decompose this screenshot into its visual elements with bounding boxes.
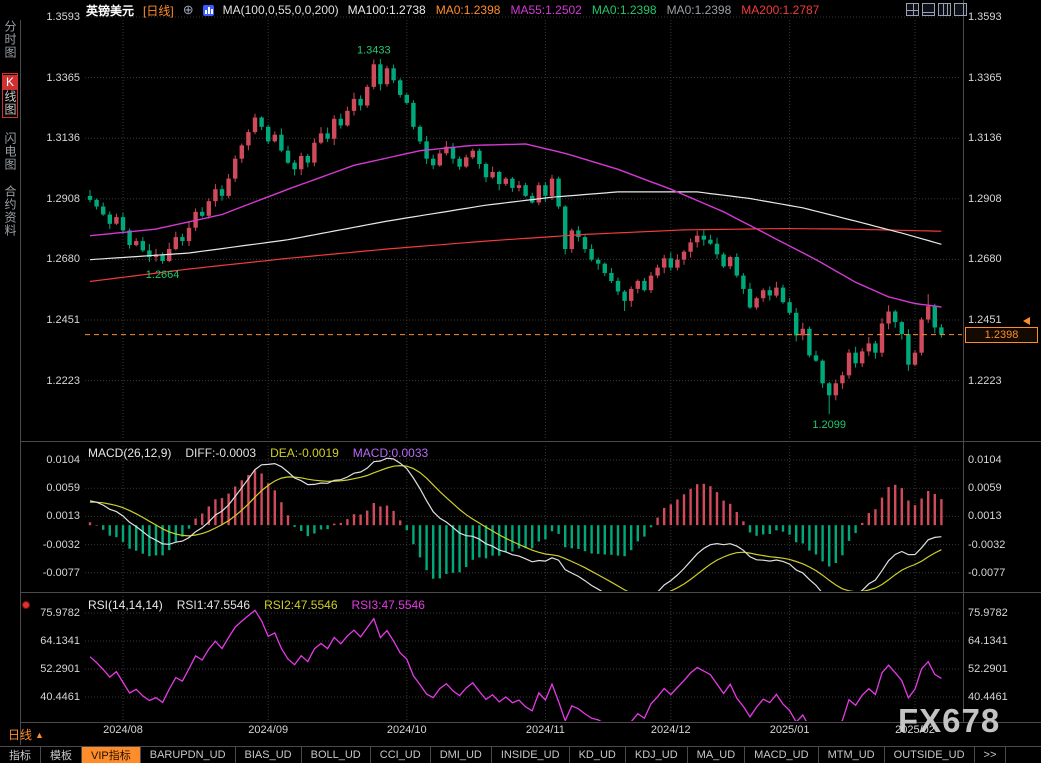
watermark: FX678: [898, 702, 1001, 739]
rsi2-value: RSI2:47.5546: [264, 598, 338, 612]
period-arrow-icon: ▲: [35, 729, 44, 740]
bottom-tab-12[interactable]: MACD_UD: [745, 747, 819, 763]
bottom-tab-1[interactable]: 模板: [41, 747, 82, 763]
indicator-tab-bar: 指标 模板 VIP指标 BARUPDN_UD BIAS_UD BOLL_UD CCI_UD D…: [0, 746, 1041, 763]
sidebar-tab-3[interactable]: 合约资料: [3, 185, 17, 237]
ma-settings-label: MA(100,0,55,0,0,200): [222, 3, 339, 17]
rsi3-value: RSI3:47.5546: [351, 598, 425, 612]
ma-value-label-4: MA0:1.2398: [666, 3, 732, 17]
bottom-tab-3[interactable]: BARUPDN_UD: [141, 747, 236, 763]
chart-header: 英镑美元 [日线] ⊕ MA(100,0,55,0,0,200) MA100:1…: [86, 2, 829, 18]
macd-hist-value: MACD:0.0033: [352, 446, 429, 460]
bottom-tab-0[interactable]: 指标: [0, 747, 41, 763]
rsi-label-row: RSI(14,14,14) RSI1:47.5546 RSI2:47.5546 …: [88, 598, 425, 612]
ma-value-label-1: MA0:1.2398: [435, 3, 501, 17]
bottom-tab-5[interactable]: BOLL_UD: [302, 747, 371, 763]
compare-add-icon[interactable]: ⊕: [182, 2, 194, 17]
chart-type-sidebar: 分时图 K线图闪电图合约资料: [0, 20, 20, 237]
bottom-tab-13[interactable]: MTM_UD: [819, 747, 885, 763]
layout-vertical-split-icon[interactable]: [938, 3, 951, 16]
bottom-tab-9[interactable]: KD_UD: [570, 747, 626, 763]
latest-price-arrow-icon: [1023, 317, 1030, 325]
bottom-tab-2[interactable]: VIP指标: [82, 747, 141, 763]
last-price-tag: 1.2398: [965, 327, 1038, 343]
bottom-tab-8[interactable]: INSIDE_UD: [492, 747, 570, 763]
bottom-tab-6[interactable]: CCI_UD: [371, 747, 431, 763]
indicator-icon[interactable]: [202, 4, 214, 16]
panel-marker-icon[interactable]: [22, 601, 30, 609]
symbol-name: 英镑美元: [86, 3, 135, 18]
ma-value-label-2: MA55:1.2502: [510, 3, 582, 17]
bottom-tab-15[interactable]: >>: [975, 747, 1007, 763]
period-label: 日线: [8, 728, 33, 742]
period-toggle[interactable]: 日线 ▲: [8, 726, 44, 743]
ma-value-label-3: MA0:1.2398: [591, 3, 657, 17]
bottom-tab-11[interactable]: MA_UD: [688, 747, 746, 763]
layout-right-panel-icon[interactable]: [954, 3, 967, 16]
macd-params-label: MACD(26,12,9): [88, 446, 172, 460]
ma-value-label-0: MA100:1.2738: [347, 3, 426, 17]
macd-label-row: MACD(26,12,9) DIFF:-0.0003 DEA:-0.0019 M…: [88, 446, 428, 460]
macd-dea-value: DEA:-0.0019: [270, 446, 339, 460]
sidebar-tab-1[interactable]: K线图: [2, 73, 18, 118]
rsi-params-label: RSI(14,14,14): [88, 598, 163, 612]
sidebar-tab-0[interactable]: 分时图: [3, 20, 17, 59]
bottom-tab-7[interactable]: DMI_UD: [431, 747, 492, 763]
macd-diff-value: DIFF:-0.0003: [185, 446, 257, 460]
svg-text:1.2099: 1.2099: [812, 419, 846, 431]
bottom-tab-10[interactable]: KDJ_UD: [626, 747, 688, 763]
svg-text:1.3433: 1.3433: [357, 45, 391, 57]
period-tag[interactable]: [日线]: [143, 3, 174, 18]
ma-values: MA100:1.2738 MA0:1.2398 MA55:1.2502 MA0:1.2…: [348, 3, 830, 17]
bottom-tab-14[interactable]: OUTSIDE_UD: [885, 747, 975, 763]
layout-grid-icon[interactable]: [906, 3, 919, 16]
window-layout-icons: [906, 3, 967, 16]
ma-value-label-5: MA200:1.2787: [741, 3, 820, 17]
svg-text:1.2664: 1.2664: [146, 269, 180, 281]
layout-horizontal-split-icon[interactable]: [922, 3, 935, 16]
rsi1-value: RSI1:47.5546: [176, 598, 251, 612]
sidebar-tab-2[interactable]: 闪电图: [3, 132, 17, 171]
bottom-tab-4[interactable]: BIAS_UD: [236, 747, 302, 763]
